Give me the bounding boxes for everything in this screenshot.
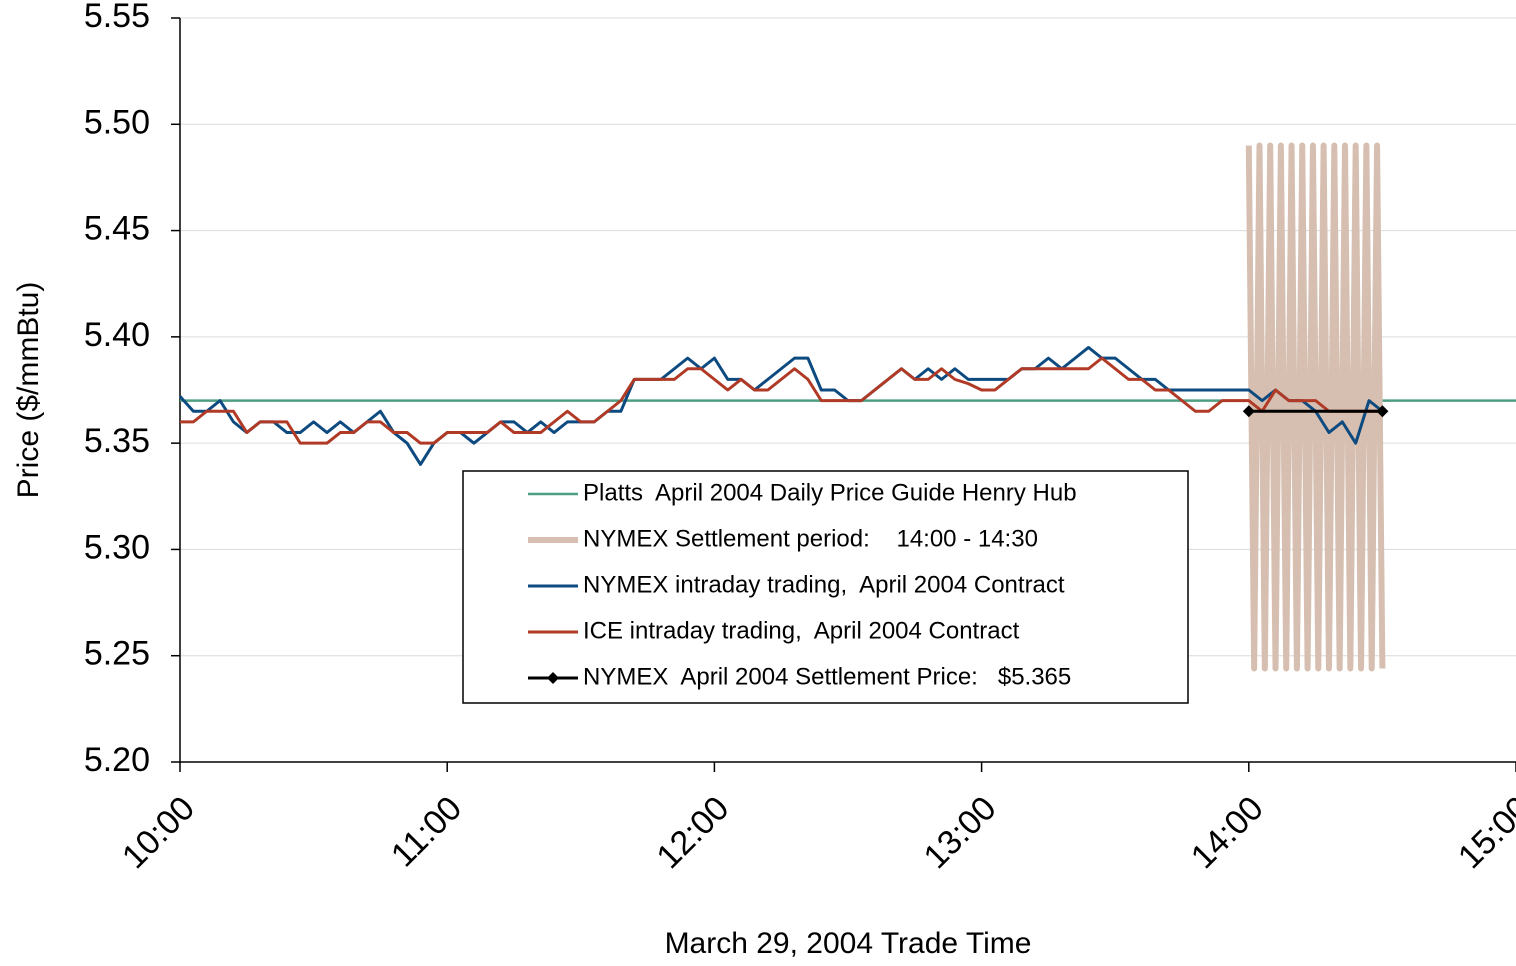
y-tick-label: 5.20 xyxy=(84,741,150,779)
y-axis-title: Price ($/mmBtu) xyxy=(12,282,45,499)
x-tick-label: 10:00 xyxy=(115,789,202,876)
x-tick-label: 12:00 xyxy=(649,789,736,876)
y-tick-label: 5.40 xyxy=(84,316,150,354)
y-tick-label: 5.55 xyxy=(84,0,150,35)
legend-label: Platts April 2004 Daily Price Guide Henr… xyxy=(583,479,1077,506)
y-tick-label: 5.45 xyxy=(84,210,150,248)
legend-label: NYMEX intraday trading, April 2004 Contr… xyxy=(583,571,1065,598)
x-axis-title: March 29, 2004 Trade Time xyxy=(665,927,1032,960)
series-line xyxy=(1245,142,1386,672)
legend-label: NYMEX April 2004 Settlement Price: $5.36… xyxy=(583,663,1071,690)
x-tick-label: 11:00 xyxy=(384,789,469,874)
legend-marker xyxy=(547,672,559,684)
point-marker xyxy=(1376,405,1389,418)
legend-label: ICE intraday trading, April 2004 Contrac… xyxy=(583,617,1020,644)
x-tick-label: 15:00 xyxy=(1451,789,1516,876)
x-tick-label: 13:00 xyxy=(917,789,1004,876)
legend-label: NYMEX Settlement period: 14:00 - 14:30 xyxy=(583,525,1038,552)
y-tick-label: 5.25 xyxy=(84,635,150,673)
y-tick-label: 5.50 xyxy=(84,103,150,141)
y-tick-label: 5.30 xyxy=(84,528,150,566)
y-tick-label: 5.35 xyxy=(84,422,150,460)
series-line xyxy=(178,345,1384,466)
legend-box xyxy=(462,470,1189,704)
point-marker xyxy=(1242,405,1255,418)
series-line xyxy=(180,356,1383,445)
x-tick-label: 14:00 xyxy=(1184,789,1271,876)
